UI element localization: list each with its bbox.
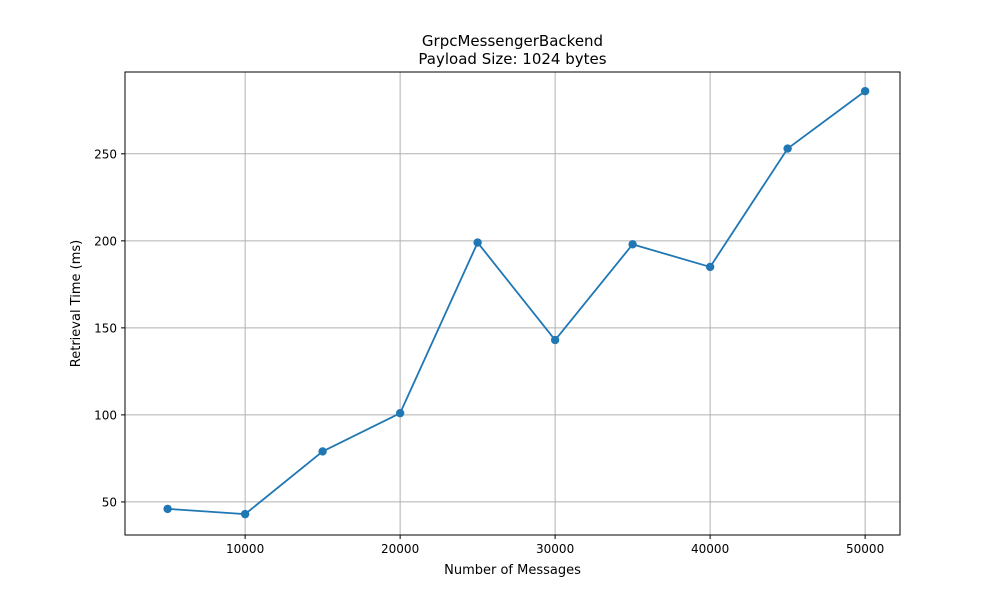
- tick-layer: 10000 20000 30000 40000 50000 50 100 150 200 250: [94, 147, 884, 556]
- y-tick-label: 50: [102, 495, 117, 509]
- data-point: [783, 144, 792, 153]
- data-point: [318, 447, 327, 456]
- y-tick-label: 150: [94, 321, 117, 335]
- data-point: [550, 335, 560, 345]
- chart-title: GrpcMessengerBackend: [422, 32, 603, 50]
- series-layer: [163, 86, 870, 519]
- x-tick-label: 50000: [846, 542, 884, 556]
- y-tick-label: 100: [94, 408, 117, 422]
- data-point: [473, 238, 482, 247]
- y-axis-label: Retrieval Time (ms): [69, 240, 84, 367]
- grid-layer: [125, 72, 900, 535]
- data-point: [628, 240, 637, 249]
- x-tick-label: 30000: [536, 542, 574, 556]
- x-tick-label: 10000: [226, 542, 264, 556]
- plot-area: [124, 71, 901, 536]
- data-point: [860, 86, 870, 96]
- data-point: [163, 504, 172, 514]
- x-axis-label: Number of Messages: [444, 563, 581, 578]
- y-tick-label: 250: [94, 147, 117, 161]
- data-point: [240, 509, 250, 519]
- data-point: [395, 408, 405, 418]
- y-tick-label: 200: [94, 234, 117, 248]
- data-point: [705, 262, 715, 272]
- chart-subtitle: Payload Size: 1024 bytes: [418, 50, 606, 68]
- x-tick-label: 40000: [691, 542, 729, 556]
- x-tick-label: 20000: [381, 542, 419, 556]
- series-line: [167, 90, 866, 516]
